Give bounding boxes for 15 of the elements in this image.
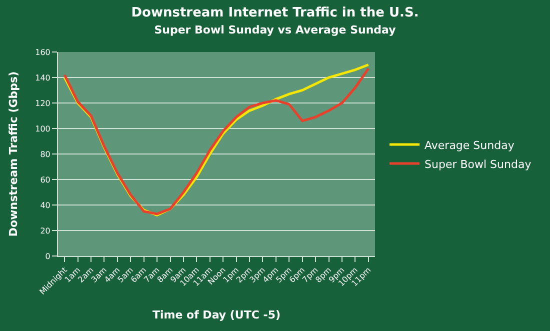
y-tick-label: 160 — [35, 48, 50, 57]
x-axis-title: Time of Day (UTC -5) — [152, 308, 281, 322]
y-tick-label: 140 — [35, 73, 50, 82]
y-tick-label: 100 — [35, 124, 50, 134]
y-tick-label: 20 — [40, 226, 50, 236]
y-tick-label: 0 — [45, 252, 50, 261]
y-tick-label: 120 — [35, 98, 50, 108]
y-axis-title: Downstream Traffic (Gbps) — [6, 71, 20, 237]
legend-label: Average Sunday — [424, 138, 515, 152]
chart-subtitle: Super Bowl Sunday vs Average Sunday — [154, 23, 396, 36]
y-tick-label: 60 — [40, 175, 50, 184]
y-tick-label: 80 — [40, 150, 50, 159]
chart-title: Downstream Internet Traffic in the U.S. — [131, 6, 419, 21]
y-tick-label: 40 — [40, 200, 50, 210]
legend-label: Super Bowl Sunday — [424, 158, 532, 171]
